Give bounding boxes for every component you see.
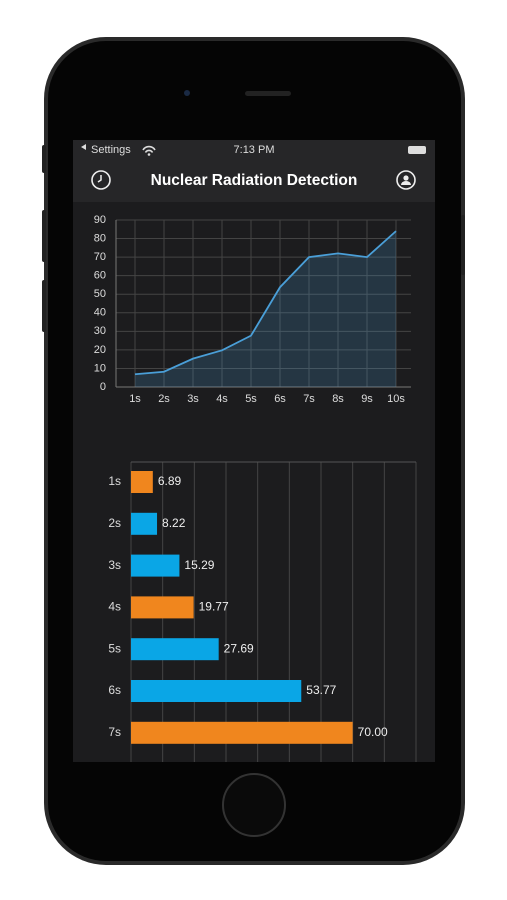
home-button[interactable] bbox=[222, 773, 286, 837]
app-title: Nuclear Radiation Detection bbox=[151, 172, 358, 189]
nav-bar bbox=[73, 140, 435, 202]
line bbox=[134, 230, 397, 376]
side-button bbox=[42, 210, 46, 262]
battery bbox=[408, 146, 426, 154]
bar bbox=[131, 471, 153, 493]
value-label: 6.89 bbox=[158, 474, 182, 488]
history-button[interactable] bbox=[91, 170, 111, 190]
x-tick-label: 6s bbox=[274, 393, 286, 405]
speaker bbox=[245, 91, 291, 96]
bar bbox=[131, 554, 180, 577]
camera bbox=[184, 90, 190, 96]
side-button bbox=[42, 145, 46, 173]
y-tick-label: 50 bbox=[94, 288, 106, 300]
x-tick-label: 10s bbox=[387, 393, 405, 405]
y-tick-label: 2s bbox=[108, 516, 121, 530]
x-tick-label: 1s bbox=[129, 393, 141, 405]
x-tick-label: 3s bbox=[187, 393, 199, 405]
history-icon bbox=[97, 175, 102, 183]
y-tick-label: 7s bbox=[108, 725, 121, 739]
value-label: 70.00 bbox=[358, 725, 388, 739]
y-tick-label: 60 bbox=[94, 270, 106, 282]
back-link[interactable]: Settings bbox=[91, 144, 131, 156]
x-tick-label: 5s bbox=[245, 393, 257, 405]
value-label: 15.29 bbox=[184, 558, 214, 572]
back-arrow bbox=[81, 144, 86, 150]
y-tick-label: 70 bbox=[94, 251, 106, 263]
x-tick-label: 8s bbox=[332, 393, 344, 405]
charts: 0 10 20 30 40 50 60 70 80 90 1s 2s 3s 4s 5s 6s 7s 8s 9s 10s… bbox=[94, 214, 417, 762]
bar bbox=[131, 596, 194, 619]
y-tick-label: 5s bbox=[108, 641, 121, 655]
bar bbox=[131, 721, 353, 744]
x-tick-label: 7s bbox=[303, 393, 315, 405]
value-label: 53.77 bbox=[306, 683, 336, 697]
profile-icon bbox=[403, 175, 409, 181]
profile-button[interactable] bbox=[396, 170, 416, 190]
y-tick-label: 90 bbox=[94, 214, 106, 226]
profile-icon bbox=[401, 181, 411, 185]
y-tick-label: 4s bbox=[108, 600, 121, 614]
y-tick-label: 0 bbox=[100, 381, 106, 393]
y-tick-label: 6s bbox=[108, 683, 121, 697]
y-tick-label: 80 bbox=[94, 232, 106, 244]
wifi-icon bbox=[147, 153, 151, 156]
y-tick-label: 3s bbox=[108, 558, 121, 572]
y-tick-label: 20 bbox=[94, 344, 106, 356]
y-tick-label: 30 bbox=[94, 325, 106, 337]
value-label: 27.69 bbox=[224, 641, 254, 655]
y-tick-label: 10 bbox=[94, 362, 106, 374]
value-label: 8.22 bbox=[162, 516, 186, 530]
wifi-icon bbox=[142, 145, 156, 153]
bar bbox=[131, 512, 158, 535]
area bbox=[135, 231, 396, 387]
x-tick-label: 9s bbox=[361, 393, 373, 405]
y-tick-label: 1s bbox=[108, 474, 121, 488]
value-label: 19.77 bbox=[199, 600, 229, 614]
time: 7:13 PM bbox=[234, 144, 275, 156]
side-button bbox=[461, 215, 465, 275]
x-tick-label: 2s bbox=[158, 393, 170, 405]
y-tick-label: 40 bbox=[94, 307, 106, 319]
side-button bbox=[42, 280, 46, 332]
bar bbox=[131, 680, 302, 702]
bar bbox=[131, 638, 219, 661]
app-screen bbox=[73, 140, 435, 762]
x-tick-label: 4s bbox=[216, 393, 228, 405]
